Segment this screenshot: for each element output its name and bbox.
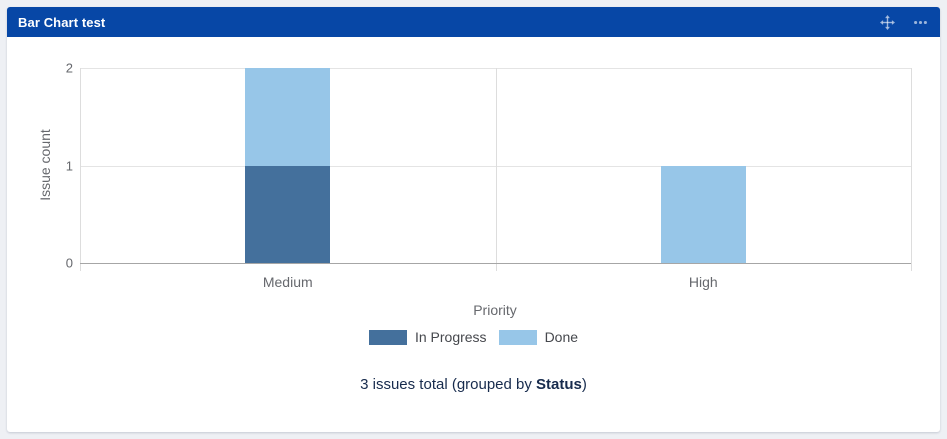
summary-group-field: Status <box>536 376 582 393</box>
bar-segment-done-high[interactable] <box>660 165 746 263</box>
y-tick-label: 0 <box>65 255 73 271</box>
legend-swatch-done <box>498 329 537 345</box>
total-summary: 3 issues total (grouped by Status) <box>7 376 940 393</box>
summary-prefix: 3 issues total (grouped by <box>360 376 537 393</box>
gadget-header-actions <box>880 14 928 30</box>
move-icon[interactable] <box>880 14 895 30</box>
x-category-label-high: High <box>688 274 718 290</box>
x-category-label-medium: Medium <box>262 274 313 290</box>
bar-segment-done-medium[interactable] <box>245 68 331 166</box>
gadget-header[interactable]: Bar Chart test <box>7 7 940 37</box>
legend-item-done[interactable]: Done <box>498 329 579 345</box>
x-axis-line <box>80 263 911 264</box>
chart-legend: In Progress Done <box>7 329 940 345</box>
legend-label: Done <box>544 329 579 345</box>
gadget-title: Bar Chart test <box>18 14 106 30</box>
category-boundary-line <box>495 68 497 271</box>
y-axis-line <box>80 68 81 271</box>
summary-suffix: ) <box>581 376 587 393</box>
y-tick-label: 1 <box>65 158 73 173</box>
x-axis-title: Priority <box>473 302 517 318</box>
y-tick-label: 2 <box>65 60 73 76</box>
legend-label: In Progress <box>414 329 487 345</box>
move-icon-glyph <box>880 14 895 30</box>
legend-swatch-in-progress <box>368 329 407 345</box>
category-boundary-line <box>911 68 912 271</box>
legend-item-in-progress[interactable]: In Progress <box>368 329 487 345</box>
more-options-icon[interactable] <box>913 15 928 30</box>
ellipsis-icon-glyph <box>914 20 927 24</box>
bar-segment-in-progress-medium[interactable] <box>245 165 331 263</box>
bar-chart-gadget: Bar Chart test <box>7 7 940 432</box>
